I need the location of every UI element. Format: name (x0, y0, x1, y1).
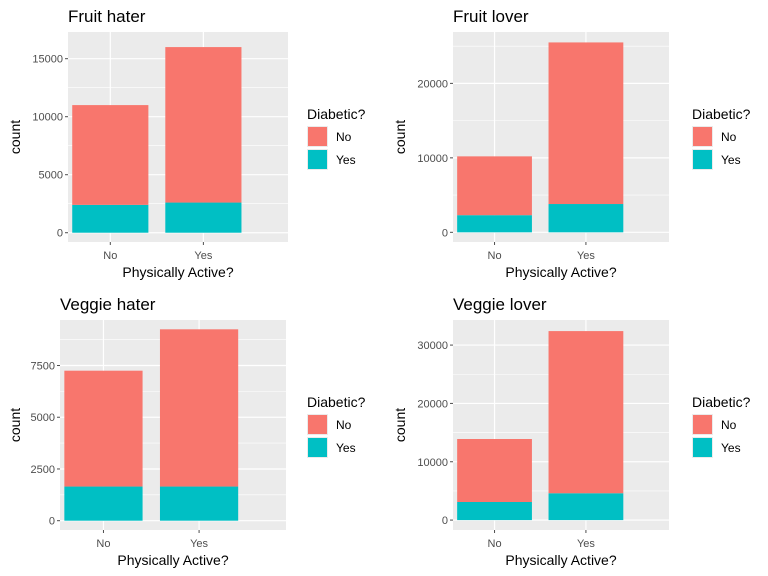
legend-title: Diabetic? (692, 106, 751, 122)
bar-no-yes (159, 329, 239, 487)
y-axis-title: count (7, 408, 23, 442)
bar-yes-yes (548, 493, 624, 521)
legend-label-yes: Yes (336, 441, 356, 455)
y-axis-title: count (7, 120, 23, 154)
chart-title: Veggie lover (453, 295, 547, 314)
bar-yes-no (457, 215, 532, 233)
legend-label-yes: Yes (721, 441, 741, 455)
y-tick-label: 0 (57, 228, 63, 240)
x-axis-title: Physically Active? (122, 264, 233, 280)
legend-label-yes: Yes (721, 153, 741, 167)
legend-swatch-no (693, 127, 712, 146)
bar-no-no (64, 370, 143, 487)
x-axis-title: Physically Active? (505, 264, 616, 280)
bar-no-no (72, 105, 149, 205)
bar-yes-no (64, 486, 143, 521)
x-axis-title: Physically Active? (117, 552, 228, 568)
legend-swatch-yes (693, 150, 712, 169)
legend-swatch-no (308, 127, 327, 146)
bar-no-yes (165, 47, 242, 203)
x-tick-label: Yes (194, 250, 212, 262)
x-tick-label: No (488, 250, 502, 262)
y-tick-label: 20000 (417, 78, 448, 90)
bar-no-yes (548, 331, 624, 494)
chart-panel-1: Fruit hater Physically Active? count Dia… (7, 7, 366, 280)
y-tick-label: 10000 (417, 457, 448, 469)
x-tick-label: Yes (190, 538, 208, 550)
bar-no-no (457, 156, 532, 216)
x-tick-label: No (96, 538, 110, 550)
y-tick-label: 30000 (417, 340, 448, 352)
chart-panel-2: Fruit lover Physically Active? count Dia… (392, 7, 751, 280)
legend-title: Diabetic? (307, 394, 366, 410)
x-axis-title: Physically Active? (505, 552, 616, 568)
y-tick-label: 0 (442, 227, 448, 239)
x-tick-label: No (103, 250, 117, 262)
chart-title: Veggie hater (60, 295, 156, 314)
y-tick-label: 7500 (31, 361, 55, 373)
bar-yes-no (72, 204, 149, 233)
bar-yes-no (457, 502, 532, 521)
y-axis-title: count (392, 408, 408, 442)
legend-title: Diabetic? (307, 106, 366, 122)
legend-label-no: No (336, 130, 352, 144)
legend-label-no: No (336, 418, 352, 432)
y-tick-label: 20000 (417, 398, 448, 410)
bar-yes-yes (548, 204, 624, 233)
bar-yes-yes (159, 486, 239, 521)
y-tick-label: 5000 (39, 170, 63, 182)
bar-yes-yes (165, 202, 242, 233)
bar-no-yes (548, 42, 624, 205)
legend-label-no: No (721, 418, 737, 432)
bar-no-no (457, 439, 532, 502)
x-tick-label: No (488, 538, 502, 550)
legend-label-no: No (721, 130, 737, 144)
legend-swatch-yes (308, 150, 327, 169)
legend-swatch-no (308, 415, 327, 434)
legend-label-yes: Yes (336, 153, 356, 167)
legend-swatch-no (693, 415, 712, 434)
chart-panel-3: Veggie hater Physically Active? count Di… (7, 295, 366, 568)
legend-title: Diabetic? (692, 394, 751, 410)
y-tick-label: 2500 (31, 464, 55, 476)
y-tick-label: 15000 (32, 54, 63, 66)
x-tick-label: Yes (577, 538, 595, 550)
chart-title: Fruit hater (68, 7, 146, 26)
legend-swatch-yes (308, 438, 327, 457)
chart-title: Fruit lover (453, 7, 529, 26)
x-tick-label: Yes (577, 250, 595, 262)
legend-swatch-yes (693, 438, 712, 457)
y-tick-label: 10000 (417, 153, 448, 165)
y-tick-label: 5000 (31, 412, 55, 424)
y-axis-title: count (392, 120, 408, 154)
chart-panel-4: Veggie lover Physically Active? count Di… (392, 295, 751, 568)
y-tick-label: 10000 (32, 112, 63, 124)
y-tick-label: 0 (442, 515, 448, 527)
y-tick-label: 0 (49, 516, 55, 528)
